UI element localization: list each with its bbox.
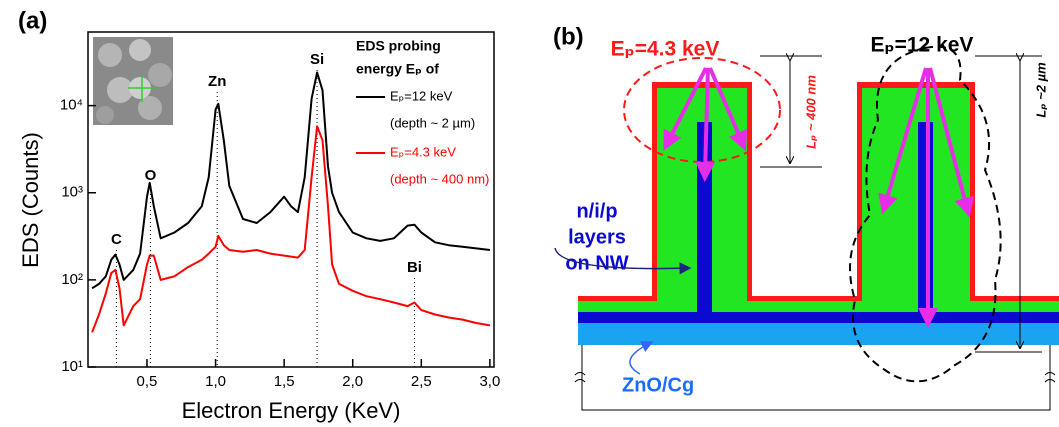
beam-energy-high: Eₚ=12 keV [871, 34, 974, 57]
y-tick-label: 10² [61, 271, 83, 288]
layer-label: n/i/p [576, 200, 617, 222]
x-tick-label: 0,5 [137, 373, 158, 390]
data-line [91, 125, 491, 333]
device [574, 82, 1059, 411]
interaction-volume-low [623, 57, 781, 163]
x-axis-title: Electron Energy (KeV) [182, 398, 401, 423]
layer-pointer [554, 247, 692, 275]
legend-entry: Eₚ=4.3 keV [390, 144, 456, 159]
peak-label: O [145, 167, 157, 184]
interaction-volume-high [849, 45, 1002, 383]
data-line [91, 71, 491, 290]
x-tick-label: 2,0 [342, 373, 363, 390]
x-tick-label: 2,5 [411, 373, 432, 390]
y-tick-label: 10¹ [61, 358, 83, 375]
legend-entry: Eₚ=12 keV [390, 88, 453, 103]
peak-label: Zn [208, 73, 226, 90]
legend-note: (depth ~ 400 nm) [390, 171, 489, 186]
peak-label: Si [310, 51, 324, 68]
electron-beam [663, 67, 975, 328]
x-tick-label: 1,5 [274, 373, 295, 390]
sem-inset [93, 37, 173, 125]
substrate-pointer [629, 341, 654, 375]
legend-title: EDS probing [356, 38, 441, 54]
beam-energy-low: Eₚ=4.3 keV [611, 38, 720, 61]
depth-high: Lₚ ~2 µm [1033, 62, 1048, 118]
dimension-lines [760, 56, 1042, 353]
plot-frame [87, 31, 495, 368]
x-tick-label: 1,0 [205, 373, 226, 390]
layer-label: on NW [565, 252, 628, 274]
panel-label: (a) [18, 7, 47, 34]
x-tick-label: 3,0 [479, 373, 500, 390]
y-tick-label: 10³ [61, 184, 83, 201]
panel-label: (b) [553, 23, 584, 50]
depth-low: Lₚ ~ 400 nm [803, 75, 818, 149]
legend-note: (depth ~ 2 µm) [390, 115, 475, 130]
legend-title: energy Eₚ of [356, 61, 439, 77]
substrate-label: ZnO/Cg [622, 374, 694, 396]
peak-label: Bi [407, 259, 422, 276]
peak-label: C [111, 231, 122, 248]
y-tick-label: 10⁴ [60, 97, 83, 114]
layer-label: layers [568, 226, 626, 248]
y-axis-title: EDS (Counts) [18, 132, 43, 268]
